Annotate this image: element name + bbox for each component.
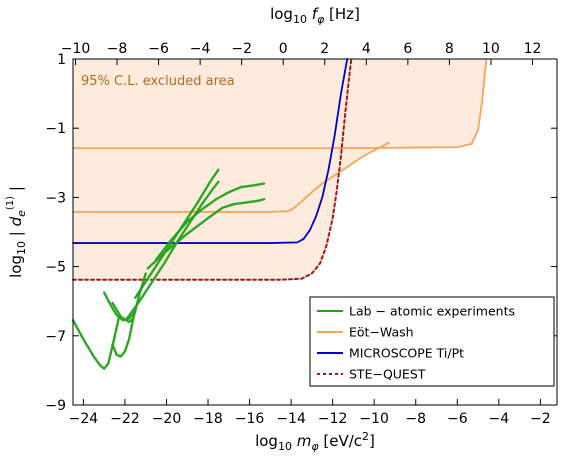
y-tick-label: −9 — [45, 398, 66, 414]
x-tick-label: −18 — [193, 411, 223, 427]
x-tick-label: −20 — [152, 411, 182, 427]
top-x-tick-label: −2 — [231, 41, 252, 57]
x-tick-label: −8 — [405, 411, 426, 427]
top-x-tick-label: −6 — [148, 41, 169, 57]
y-tick-label: −5 — [45, 260, 66, 276]
y-tick-label: −3 — [45, 190, 66, 206]
series-line-e-t-wash-0 — [72, 141, 390, 213]
x-tick-label: −14 — [276, 411, 306, 427]
y-tick-label: −7 — [45, 329, 66, 345]
top-x-axis-title: log10 fφ [Hz] — [270, 5, 360, 26]
series-line-lab-atomic-experiments-6 — [102, 291, 137, 322]
y-tick-label: 1 — [57, 52, 66, 68]
plot-frame — [72, 58, 558, 406]
series-line-microscope-ti-pt-2 — [72, 58, 349, 244]
top-x-tick-label: −4 — [190, 41, 211, 57]
series-line-lab-atomic-experiments-10 — [146, 197, 266, 270]
y-axis-title: log10 | de(1) | — [5, 186, 28, 278]
x-tick-label: −6 — [447, 411, 468, 427]
excluded-area-annotation: 95% C.L. excluded area — [81, 74, 235, 89]
top-x-tick-label: 6 — [403, 41, 412, 57]
top-x-tick-label: 2 — [320, 41, 329, 57]
series-line-ste-quest-3 — [72, 58, 353, 281]
top-x-tick-label: −8 — [107, 41, 128, 57]
x-tick-label: −24 — [69, 411, 99, 427]
series-line-lab-atomic-experiments-11 — [154, 182, 266, 261]
x-axis-title: log10 mφ [eV/c2] — [255, 430, 375, 453]
legend-label-lab-atomic-experiments: Lab − atomic experiments — [349, 304, 515, 319]
x-tick-label: −12 — [318, 411, 348, 427]
top-x-tick-label: 12 — [524, 41, 542, 57]
excluded-area-fill — [73, 59, 557, 280]
x-tick-label: −4 — [489, 411, 510, 427]
x-tick-label: −10 — [359, 411, 389, 427]
series-line-lab-atomic-experiments-7 — [111, 301, 135, 324]
legend-label-ste-quest: STE−QUEST — [349, 367, 426, 382]
top-x-tick-label: 4 — [362, 41, 371, 57]
x-tick-label: −16 — [235, 411, 265, 427]
series-line-e-t-wash-1 — [72, 58, 488, 150]
top-x-tick-label: 0 — [279, 41, 288, 57]
x-tick-label: −2 — [530, 411, 551, 427]
x-tick-label: −22 — [110, 411, 140, 427]
y-tick-label: −1 — [45, 121, 66, 137]
top-x-tick-label: −10 — [61, 41, 91, 57]
series-line-lab-atomic-experiments-5 — [111, 272, 147, 358]
series-line-lab-atomic-experiments-4 — [71, 317, 120, 370]
legend-box — [309, 296, 555, 387]
top-x-tick-label: 8 — [445, 41, 454, 57]
legend-label-e-t-wash: Eöt−Wash — [349, 325, 414, 340]
top-x-tick-label: 10 — [482, 41, 500, 57]
legend-label-microscope-ti-pt: MICROSCOPE Ti/Pt — [349, 346, 464, 361]
